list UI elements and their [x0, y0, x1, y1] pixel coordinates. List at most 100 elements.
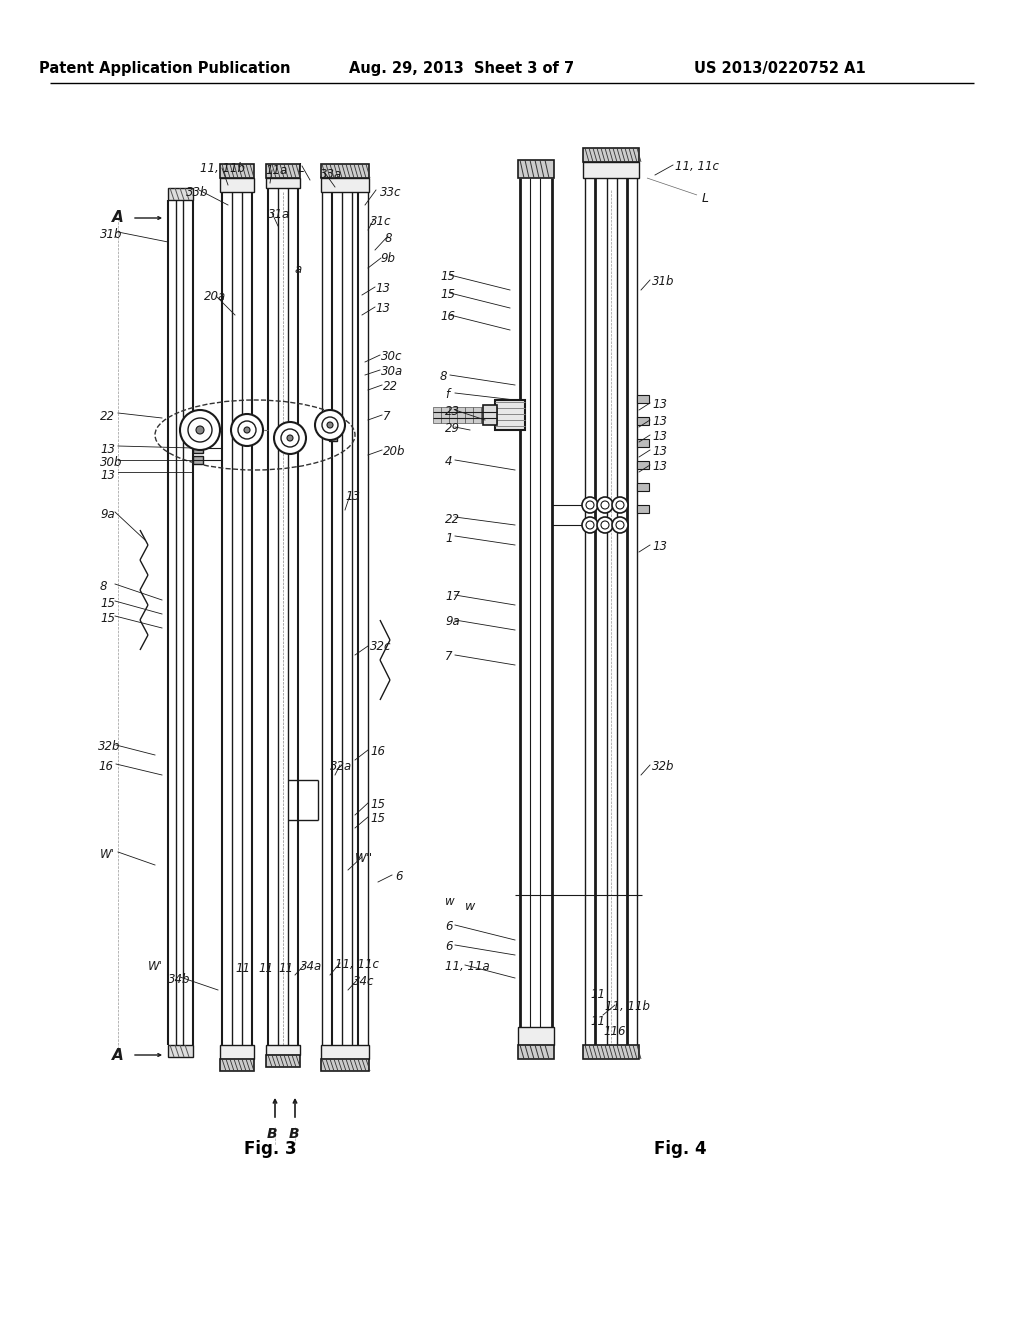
Text: 13: 13: [100, 469, 115, 482]
Text: a: a: [295, 263, 302, 276]
Bar: [266, 1055, 300, 1067]
Circle shape: [616, 502, 624, 510]
Bar: [168, 187, 193, 201]
Bar: [321, 1059, 369, 1071]
Text: 30a: 30a: [381, 366, 403, 378]
Text: 7: 7: [445, 649, 453, 663]
Bar: [433, 407, 441, 422]
Bar: [637, 506, 649, 513]
Text: 8: 8: [100, 579, 108, 593]
Text: 11: 11: [278, 962, 293, 975]
Text: B: B: [266, 1127, 278, 1140]
Bar: [518, 160, 554, 178]
Circle shape: [315, 411, 345, 440]
Circle shape: [616, 521, 624, 529]
Text: 13: 13: [375, 302, 390, 315]
Text: 11, 11c: 11, 11c: [675, 160, 719, 173]
Bar: [583, 162, 639, 178]
Circle shape: [612, 517, 628, 533]
Text: 15: 15: [100, 612, 115, 624]
Bar: [321, 164, 369, 178]
Text: 13: 13: [652, 540, 667, 553]
Text: 33b: 33b: [186, 186, 209, 199]
Circle shape: [281, 429, 299, 447]
Bar: [637, 483, 649, 491]
Circle shape: [612, 498, 628, 513]
Bar: [489, 407, 497, 422]
Bar: [266, 164, 300, 178]
Bar: [329, 426, 337, 432]
Text: Fig. 3: Fig. 3: [244, 1140, 296, 1158]
Text: 15: 15: [440, 288, 455, 301]
Text: 22: 22: [383, 380, 398, 393]
Text: 6: 6: [445, 940, 453, 953]
Text: W'': W'': [355, 851, 373, 865]
Bar: [583, 148, 639, 162]
Text: 34c: 34c: [353, 975, 375, 987]
Text: 13: 13: [375, 282, 390, 294]
Bar: [583, 1045, 639, 1059]
Text: A: A: [112, 1048, 124, 1063]
Text: A: A: [112, 210, 124, 226]
Text: 29: 29: [445, 422, 460, 436]
Circle shape: [582, 517, 598, 533]
Text: 11: 11: [590, 987, 605, 1001]
Bar: [449, 407, 457, 422]
Text: 32b: 32b: [652, 760, 675, 774]
Circle shape: [597, 498, 613, 513]
Text: 13: 13: [652, 459, 667, 473]
Text: B: B: [289, 1127, 299, 1140]
Text: 34b: 34b: [168, 973, 190, 986]
Text: 9b: 9b: [380, 252, 395, 265]
Text: 9a: 9a: [445, 615, 460, 628]
Text: 1: 1: [445, 532, 453, 545]
Text: 6: 6: [395, 870, 402, 883]
Circle shape: [601, 502, 609, 510]
Bar: [481, 407, 489, 422]
Bar: [193, 455, 203, 465]
Circle shape: [231, 414, 263, 446]
Text: 33c: 33c: [380, 186, 401, 199]
Text: 15: 15: [370, 799, 385, 810]
Text: 8: 8: [385, 232, 392, 246]
Bar: [220, 1045, 254, 1059]
Text: 11, 11c: 11, 11c: [335, 958, 379, 972]
Text: 34a: 34a: [300, 960, 323, 973]
Text: 13: 13: [345, 490, 360, 503]
Bar: [637, 395, 649, 403]
Text: W': W': [148, 960, 163, 973]
Text: 31b: 31b: [652, 275, 675, 288]
Text: 13: 13: [652, 445, 667, 458]
Bar: [220, 178, 254, 191]
Bar: [483, 405, 497, 425]
Circle shape: [287, 436, 293, 441]
Text: 11: 11: [258, 962, 273, 975]
Text: 16: 16: [370, 744, 385, 758]
Text: 23: 23: [445, 405, 460, 418]
Circle shape: [322, 417, 338, 433]
Circle shape: [180, 411, 220, 450]
Bar: [266, 1045, 300, 1055]
Text: 30b: 30b: [100, 455, 123, 469]
Text: f: f: [445, 388, 450, 401]
Text: 20a: 20a: [204, 290, 226, 304]
Text: 30c: 30c: [381, 350, 402, 363]
Text: 20b: 20b: [383, 445, 406, 458]
Text: 15: 15: [440, 271, 455, 282]
Text: 16: 16: [98, 760, 113, 774]
Bar: [495, 400, 525, 430]
Bar: [329, 418, 337, 424]
Circle shape: [597, 517, 613, 533]
Circle shape: [586, 521, 594, 529]
Text: W': W': [100, 847, 115, 861]
Bar: [457, 407, 465, 422]
Bar: [441, 407, 449, 422]
Text: 13: 13: [652, 399, 667, 411]
Bar: [168, 1045, 193, 1057]
Text: 32a: 32a: [330, 760, 352, 774]
Bar: [266, 178, 300, 187]
Circle shape: [196, 426, 204, 434]
Text: 9a: 9a: [100, 508, 115, 521]
Bar: [637, 461, 649, 469]
Text: 31a: 31a: [268, 209, 290, 220]
